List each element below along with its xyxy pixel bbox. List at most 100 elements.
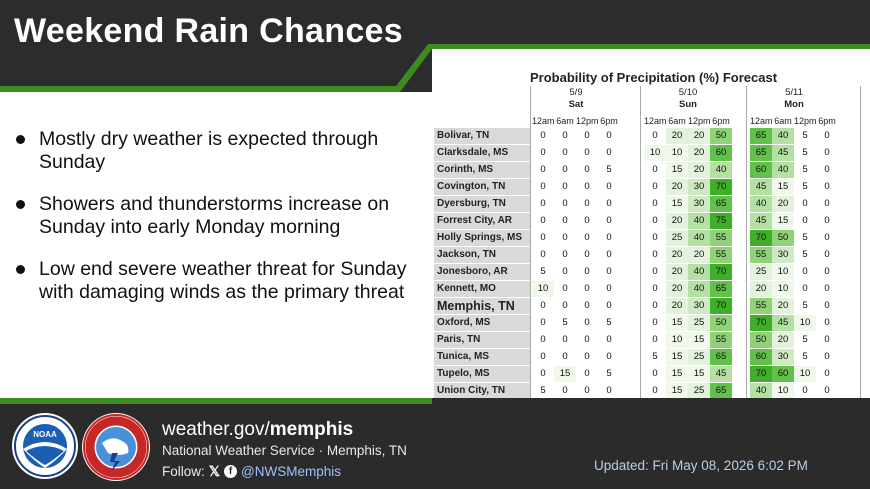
bullet-dot-icon	[16, 200, 25, 209]
table-cell: 0	[576, 264, 598, 280]
table-cell: 60	[772, 366, 794, 382]
website-link[interactable]: weather.gov/memphis	[162, 419, 354, 440]
table-cell: 10	[532, 281, 554, 297]
table-cell: 0	[644, 366, 666, 382]
table-cell: 15	[666, 315, 688, 331]
table-cell: 0	[576, 315, 598, 331]
table-cell: 55	[750, 247, 772, 263]
table-cell: 0	[644, 315, 666, 331]
table-cell: 5	[794, 332, 816, 348]
table-cell: 40	[750, 383, 772, 399]
table-cell: 25	[666, 230, 688, 246]
x-logo-icon[interactable]: 𝕏	[208, 463, 221, 479]
table-cell: 0	[794, 264, 816, 280]
table-cell: 60	[710, 145, 732, 161]
day-date-label: 5/10	[678, 87, 698, 98]
table-cell: 0	[816, 247, 838, 263]
table-cell: 55	[710, 332, 732, 348]
table-cell: 0	[576, 145, 598, 161]
table-cell: 0	[554, 349, 576, 365]
table-cell: 0	[576, 298, 598, 314]
city-label: Forrest City, AR	[434, 213, 530, 229]
table-cell: 0	[816, 213, 838, 229]
table-cell: 0	[644, 298, 666, 314]
table-cell: 0	[816, 298, 838, 314]
time-header: 12pm	[576, 116, 599, 126]
table-cell: 75	[710, 213, 732, 229]
table-cell: 40	[688, 213, 710, 229]
table-cell: 0	[644, 213, 666, 229]
table-cell: 0	[816, 366, 838, 382]
table-cell: 40	[688, 230, 710, 246]
table-cell: 0	[598, 230, 620, 246]
table-cell: 60	[750, 162, 772, 178]
social-follow: Follow: 𝕏 f @NWSMemphis	[162, 463, 342, 479]
table-cell: 45	[772, 315, 794, 331]
noaa-logo-icon: NOAA	[12, 413, 78, 479]
table-cell: 15	[666, 383, 688, 399]
table-cell: 0	[576, 247, 598, 263]
day-date-label: 5/11	[785, 87, 803, 98]
time-header: 12pm	[794, 116, 817, 126]
table-cell: 5	[794, 298, 816, 314]
table-cell: 0	[644, 230, 666, 246]
table-cell: 15	[772, 179, 794, 195]
city-label: Union City, TN	[434, 383, 530, 399]
table-cell: 55	[710, 230, 732, 246]
table-cell: 50	[710, 128, 732, 144]
table-cell: 5	[794, 145, 816, 161]
table-cell: 70	[710, 179, 732, 195]
table-cell: 20	[772, 298, 794, 314]
city-label: Clarksdale, MS	[434, 145, 530, 161]
table-cell: 20	[666, 298, 688, 314]
table-cell: 10	[666, 332, 688, 348]
table-cell: 0	[794, 281, 816, 297]
table-cell: 0	[554, 162, 576, 178]
table-cell: 0	[532, 196, 554, 212]
table-cell: 45	[750, 213, 772, 229]
table-cell: 0	[532, 349, 554, 365]
table-cell: 10	[644, 145, 666, 161]
city-label: Paris, TN	[434, 332, 530, 348]
table-cell: 0	[554, 332, 576, 348]
time-header: 6am	[668, 116, 686, 126]
table-cell: 0	[816, 332, 838, 348]
table-cell: 15	[666, 349, 688, 365]
table-cell: 20	[688, 128, 710, 144]
table-cell: 0	[576, 196, 598, 212]
table-cell: 0	[554, 281, 576, 297]
time-header: 12am	[532, 116, 555, 126]
table-cell: 0	[598, 383, 620, 399]
organization-name: National Weather Service · Memphis, TN	[162, 443, 407, 458]
city-label: Tupelo, MS	[434, 366, 530, 382]
time-header: 6am	[774, 116, 792, 126]
footer-accent-stripe	[0, 398, 432, 404]
table-cell: 0	[598, 128, 620, 144]
table-cell: 0	[598, 213, 620, 229]
time-header: 6pm	[818, 116, 836, 126]
time-header: 6pm	[600, 116, 618, 126]
table-cell: 0	[532, 230, 554, 246]
social-handle[interactable]: @NWSMemphis	[241, 464, 342, 479]
column-separator	[860, 86, 861, 398]
facebook-logo-icon[interactable]: f	[224, 465, 238, 478]
table-cell: 0	[816, 128, 838, 144]
city-label: Oxford, MS	[434, 315, 530, 331]
table-cell: 45	[750, 179, 772, 195]
table-cell: 65	[710, 196, 732, 212]
day-name-label: Mon	[784, 99, 804, 110]
table-cell: 0	[644, 196, 666, 212]
table-cell: 10	[772, 281, 794, 297]
city-label: Corinth, MS	[434, 162, 530, 178]
table-cell: 0	[554, 179, 576, 195]
table-cell: 15	[666, 196, 688, 212]
table-cell: 0	[816, 281, 838, 297]
table-cell: 0	[532, 332, 554, 348]
table-cell: 15	[554, 366, 576, 382]
table-cell: 30	[772, 247, 794, 263]
table-cell: 0	[644, 264, 666, 280]
table-cell: 15	[772, 213, 794, 229]
city-label: Jackson, TN	[434, 247, 530, 263]
table-cell: 30	[688, 298, 710, 314]
table-cell: 65	[710, 281, 732, 297]
